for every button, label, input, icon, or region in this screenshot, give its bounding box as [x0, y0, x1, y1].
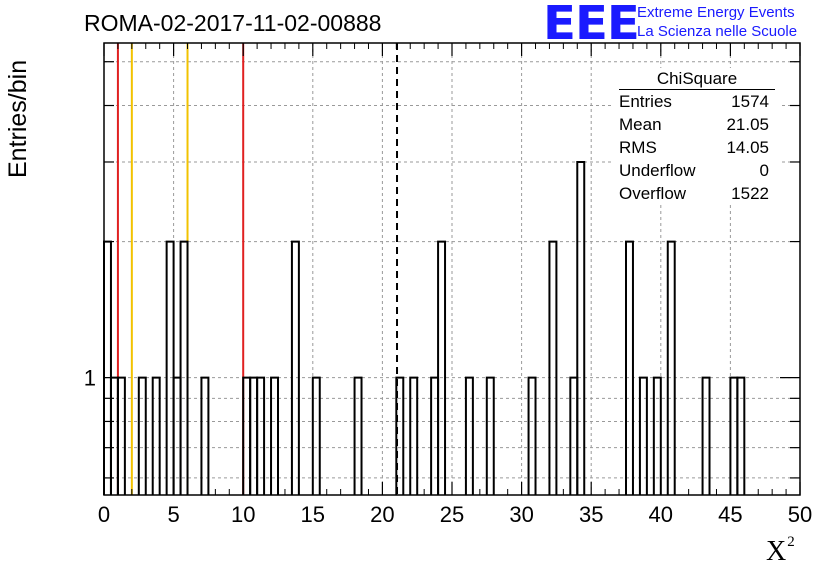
histogram-bin [625, 240, 634, 495]
stats-value: 1522 [731, 184, 769, 203]
histogram-bin [666, 240, 676, 495]
stats-row-mean: Mean 21.05 [611, 113, 779, 136]
histogram-bin [311, 376, 321, 495]
histogram-bin [165, 240, 175, 495]
histogram-bin [353, 376, 363, 495]
x-tick-label: 45 [718, 502, 742, 527]
x-tick-label: 40 [649, 502, 673, 527]
eee-logo-caption: Extreme Energy Events La Scienza nelle S… [637, 3, 797, 41]
histogram-bin [569, 376, 579, 495]
stats-row-entries: Entries 1574 [611, 90, 779, 113]
histogram-bin [103, 240, 112, 495]
stats-label: Mean [619, 115, 662, 134]
x-tick-label: 30 [509, 502, 533, 527]
histogram-bin [270, 376, 279, 495]
histogram-bin [638, 376, 648, 495]
stats-row-rms: RMS 14.05 [611, 136, 779, 159]
x-tick-label: 25 [440, 502, 464, 527]
chart-title: ROMA-02-2017-11-02-00888 [84, 10, 382, 36]
stats-value: 21.05 [726, 115, 769, 134]
histogram-bin [200, 376, 210, 495]
histogram-bin [485, 376, 495, 495]
x-axis-label: X2 [766, 534, 795, 568]
x-tick-label: 20 [370, 502, 394, 527]
histogram-bin [701, 376, 711, 495]
histogram-bin [464, 376, 474, 495]
histogram-bin [430, 376, 440, 495]
histogram-bin [116, 376, 126, 495]
stats-label: Underflow [619, 161, 696, 180]
stats-row-underflow: Underflow 0 [611, 159, 779, 182]
logo-line-1: Extreme Energy Events [637, 4, 795, 21]
x-axis-label-superscript: 2 [787, 534, 795, 550]
x-tick-label: 35 [579, 502, 603, 527]
x-tick-label: 10 [231, 502, 255, 527]
x-tick-label: 15 [301, 502, 325, 527]
grid [104, 43, 800, 495]
stats-row-overflow: Overflow 1522 [611, 182, 779, 205]
histogram-bin [151, 376, 161, 495]
histogram-bin [576, 160, 586, 495]
stats-title: ChiSquare [619, 68, 775, 90]
stats-box: ChiSquare Entries 1574 Mean 21.05 RMS 14… [611, 68, 779, 205]
histogram-bin [179, 240, 189, 495]
histogram-bin [409, 376, 419, 495]
histogram-bin [652, 376, 662, 495]
stats-label: Overflow [619, 184, 687, 203]
stats-label: RMS [619, 138, 657, 157]
x-tick-label: 50 [788, 502, 812, 527]
x-tick-label: 5 [167, 502, 179, 527]
histogram-bin [172, 376, 182, 495]
y-tick-label: 1 [84, 366, 96, 391]
axes: 0 5 10 15 20 25 30 35 40 45 50 1 [84, 42, 812, 527]
histogram-bin [242, 376, 252, 495]
histogram-bin [736, 376, 746, 495]
histogram-bin [256, 376, 266, 495]
histogram-bin [527, 376, 537, 495]
logo-line-2: La Scienza nelle Scuole [637, 23, 798, 40]
x-tick-label: 0 [98, 502, 110, 527]
eee-logo: EEE [543, 0, 640, 50]
histogram-bin [290, 240, 300, 495]
stats-value: 14.05 [726, 138, 769, 157]
histogram-bin [137, 376, 147, 495]
histogram-bin [249, 376, 259, 495]
histogram-bins [103, 160, 746, 495]
y-axis-label: Entries/bin [4, 59, 32, 178]
histogram-bin [437, 240, 447, 495]
stats-value: 0 [759, 161, 769, 180]
histogram-bin [729, 376, 739, 495]
x-axis-label-text: X [766, 536, 787, 567]
stats-value: 1574 [731, 92, 769, 111]
histogram-bin [548, 240, 558, 495]
stats-label: Entries [619, 92, 672, 111]
histogram-bin [395, 376, 405, 495]
